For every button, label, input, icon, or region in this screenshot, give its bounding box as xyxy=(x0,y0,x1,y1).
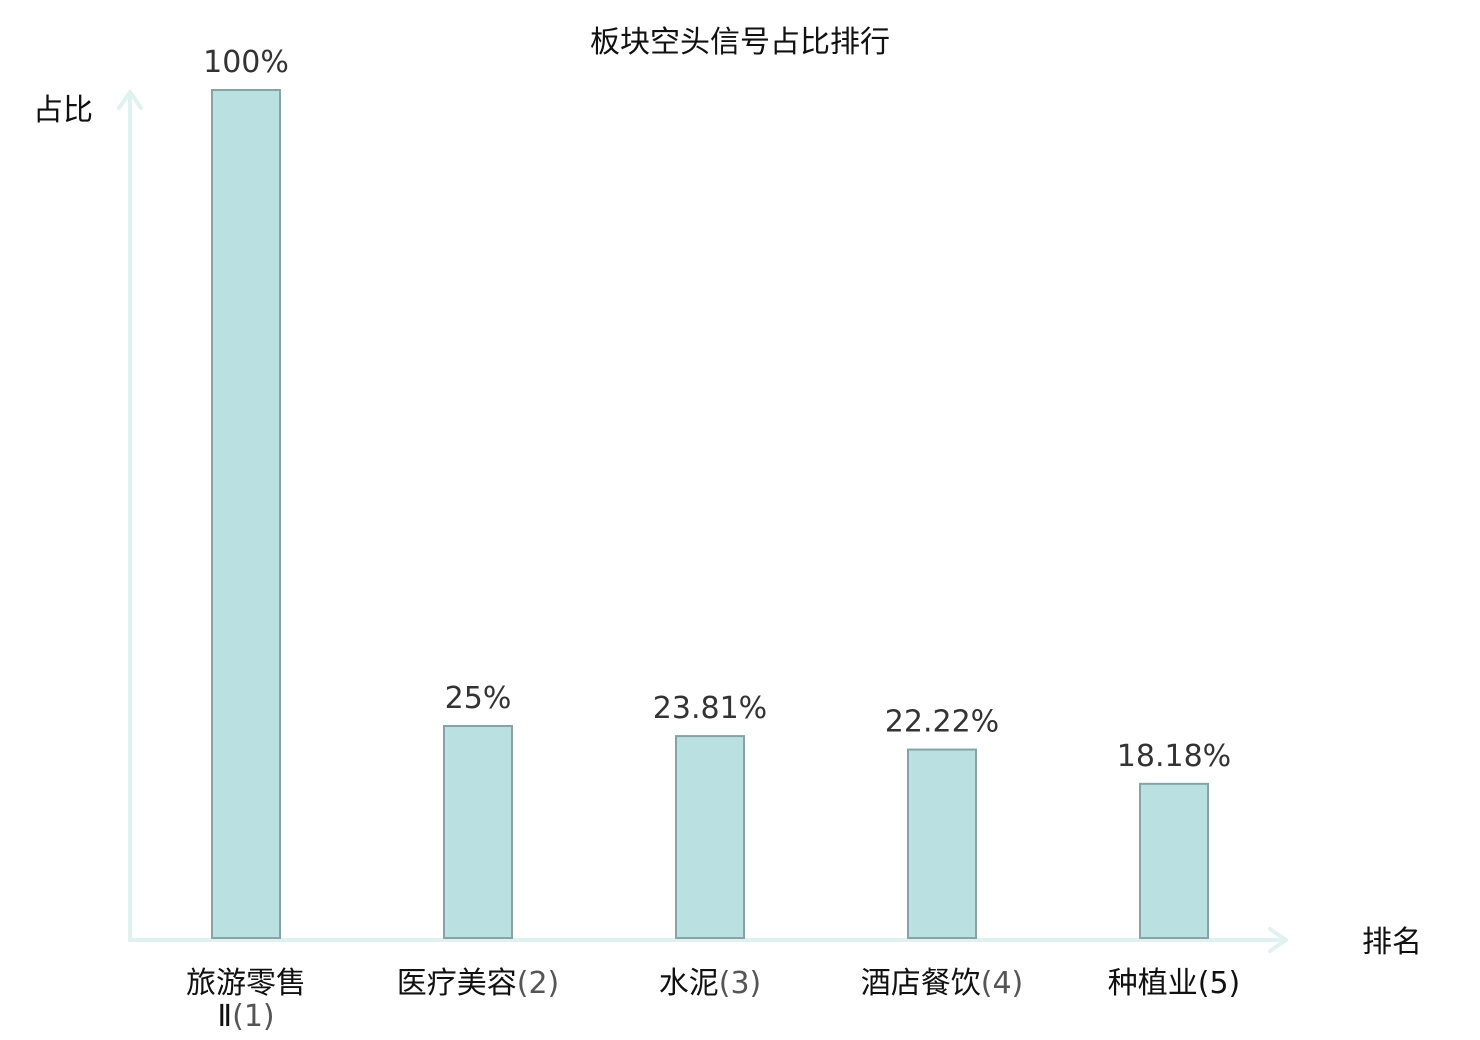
bar-4 xyxy=(907,748,977,939)
value-label-2: 25% xyxy=(445,681,512,716)
x-axis-label: 排名 xyxy=(1362,925,1422,960)
bar-2 xyxy=(443,725,513,939)
bars-group xyxy=(211,89,1209,940)
category-label-3: 水泥(3) xyxy=(659,966,762,1001)
bar-5 xyxy=(1139,782,1209,940)
category-label-1: 旅游零售 Ⅱ(1) xyxy=(186,966,306,1034)
category-label-5: 种植业(5) xyxy=(1108,966,1241,1001)
category-labels-group: 旅游零售 Ⅱ(1) 医疗美容(2) 水泥(3) 酒店餐饮(4) 种植业(5) xyxy=(186,966,1240,1034)
axes xyxy=(117,90,1288,953)
value-label-3: 23.81% xyxy=(653,691,767,726)
y-axis-arrow xyxy=(117,90,143,110)
bar-3 xyxy=(675,735,745,939)
y-axis-label: 占比 xyxy=(33,93,93,128)
category-label-4: 酒店餐饮(4) xyxy=(861,966,1024,1001)
value-label-1: 100% xyxy=(203,45,289,80)
x-axis-arrow xyxy=(1268,927,1288,953)
chart-title: 板块空头信号占比排行 xyxy=(590,25,890,60)
value-labels-group: 100% 25% 23.81% 22.22% 18.18% xyxy=(203,45,1231,774)
value-label-5: 18.18% xyxy=(1117,739,1231,774)
value-label-4: 22.22% xyxy=(885,705,999,740)
category-label-2: 医疗美容(2) xyxy=(397,966,560,1001)
bar-1 xyxy=(211,89,281,939)
